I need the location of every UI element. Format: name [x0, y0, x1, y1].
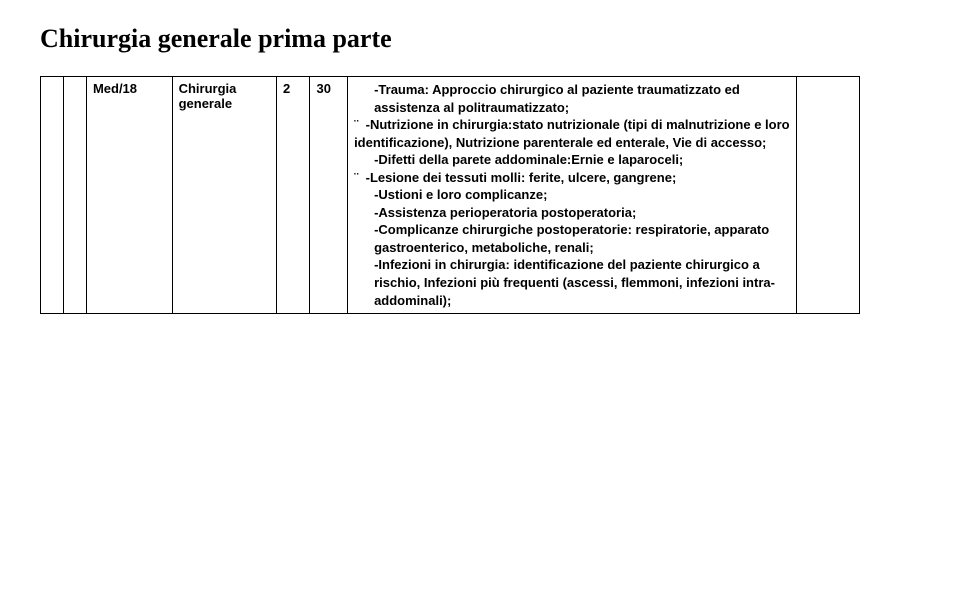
course-table: Med/18 Chirurgia generale 2 30 -Trauma: …: [40, 76, 860, 314]
desc-text: -Lesione dei tessuti molli: ferite, ulce…: [366, 170, 677, 185]
table-row: Med/18 Chirurgia generale 2 30 -Trauma: …: [41, 77, 860, 314]
desc-text: -Infezioni in chirurgia: identificazione…: [374, 257, 775, 307]
desc-line: -Ustioni e loro complicanze;: [354, 186, 790, 204]
bullet-mark: ¨: [354, 170, 358, 185]
cell-description: -Trauma: Approccio chirurgico al pazient…: [348, 77, 797, 314]
desc-line: -Difetti della parete addominale:Ernie e…: [354, 151, 790, 169]
desc-line: ¨ -Nutrizione in chirurgia:stato nutrizi…: [354, 116, 790, 151]
subject-line2: generale: [179, 96, 232, 111]
desc-line: -Assistenza perioperatoria postoperatori…: [354, 204, 790, 222]
desc-line: -Complicanze chirurgiche postoperatorie:…: [354, 221, 790, 256]
document-page: Chirurgia generale prima parte Med/18 Ch…: [0, 0, 960, 314]
cell-num1: 2: [277, 77, 310, 314]
cell-subject: Chirurgia generale: [172, 77, 276, 314]
desc-text: Trauma: Approccio chirurgico al paziente…: [374, 82, 740, 115]
desc-line: -Trauma: Approccio chirurgico al pazient…: [354, 81, 790, 116]
cell-code: Med/18: [86, 77, 172, 314]
cell-empty: [63, 77, 86, 314]
bullet-mark: ¨: [354, 117, 358, 132]
desc-text: -Nutrizione in chirurgia:stato nutrizion…: [354, 117, 790, 150]
cell-empty: [797, 77, 860, 314]
cell-num2: 30: [310, 77, 348, 314]
cell-empty: [41, 77, 64, 314]
desc-line: ¨ -Lesione dei tessuti molli: ferite, ul…: [354, 169, 790, 187]
subject-line1: Chirurgia: [179, 81, 237, 96]
desc-line: -Infezioni in chirurgia: identificazione…: [354, 256, 790, 309]
page-title: Chirurgia generale prima parte: [40, 24, 920, 54]
